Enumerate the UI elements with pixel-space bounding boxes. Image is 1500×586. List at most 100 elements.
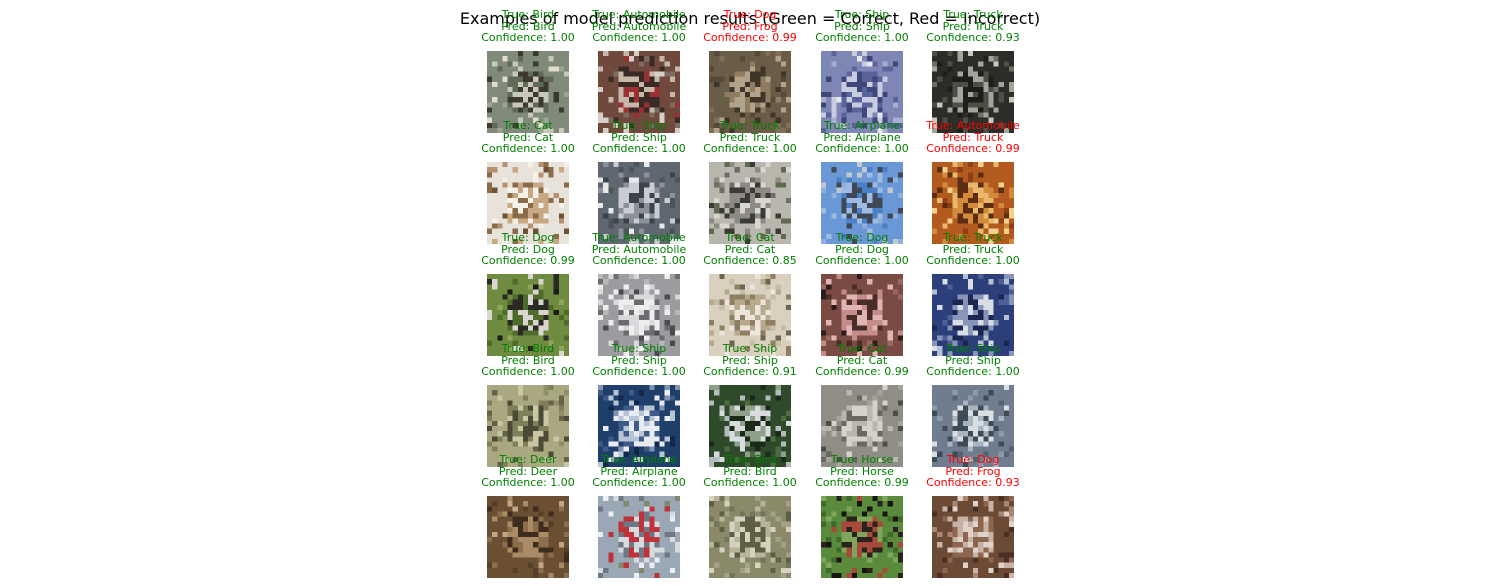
prediction-caption: True: Dog Pred: Dog Confidence: 1.00 <box>781 232 943 267</box>
confidence-label: Confidence: 0.99 <box>703 31 797 44</box>
sitting-cat-photo <box>487 162 569 244</box>
pred-label: Pred: Truck <box>942 130 1004 144</box>
prediction-example: True: Truck Pred: Truck Confidence: 1.00 <box>703 120 797 244</box>
prediction-example: True: Bird Pred: Bird Confidence: 1.00 <box>481 9 575 133</box>
prediction-caption: True: Dog Pred: Frog Confidence: 0.99 <box>669 9 831 44</box>
car-showroom-photo <box>932 162 1014 244</box>
confidence-label: Confidence: 0.93 <box>926 476 1020 489</box>
true-label: True: Deer <box>499 453 557 466</box>
elk-photo <box>487 496 569 578</box>
prediction-caption: True: Cat Pred: Cat Confidence: 0.99 <box>781 343 943 378</box>
true-label: True: Airplane <box>600 453 678 466</box>
confidence-label: Confidence: 1.00 <box>481 31 575 44</box>
prediction-example: True: Ship Pred: Ship Confidence: 0.91 <box>703 343 797 467</box>
pred-label: Pred: Dog <box>835 242 889 256</box>
dump-truck-photo <box>709 162 791 244</box>
cat-face-photo <box>821 385 903 467</box>
confidence-label: Confidence: 1.00 <box>703 142 797 155</box>
prediction-example: True: Ship Pred: Ship Confidence: 1.00 <box>926 343 1020 467</box>
true-label: True: Ship <box>722 342 778 355</box>
prediction-caption: True: Ship Pred: Ship Confidence: 1.00 <box>781 9 943 44</box>
figure-title: Examples of model prediction results (Gr… <box>459 9 1041 28</box>
dark-truck-photo <box>932 51 1014 133</box>
true-label: True: Truck <box>943 231 1003 244</box>
boat-lake-photo <box>932 385 1014 467</box>
pred-label: Pred: Dog <box>501 242 555 256</box>
black-white-dog-photo <box>487 274 569 356</box>
true-label: True: Automobile <box>926 119 1020 132</box>
true-label: True: Automobile <box>592 231 686 244</box>
true-label: True: Cat <box>725 231 775 244</box>
true-label: True: Airplane <box>823 119 901 132</box>
true-label: True: Cat <box>837 342 887 355</box>
prediction-caption: True: Cat Pred: Cat Confidence: 1.00 <box>447 120 609 155</box>
red-car-photo <box>598 51 680 133</box>
pred-label: Pred: Cat <box>502 130 554 144</box>
confidence-label: Confidence: 1.00 <box>481 142 575 155</box>
prediction-example: True: Bird Pred: Bird Confidence: 1.00 <box>481 343 575 467</box>
confidence-label: Confidence: 0.85 <box>703 254 797 267</box>
confidence-label: Confidence: 1.00 <box>481 476 575 489</box>
prediction-example: True: Ship Pred: Ship Confidence: 1.00 <box>815 9 909 133</box>
pred-label: Pred: Cat <box>724 242 776 256</box>
prediction-example: True: Ship Pred: Ship Confidence: 1.00 <box>592 343 686 467</box>
prediction-example: True: Automobile Pred: Automobile Confiden… <box>592 9 686 133</box>
prediction-caption: True: Cat Pred: Cat Confidence: 0.85 <box>669 232 831 267</box>
pred-label: Pred: Bird <box>501 353 555 367</box>
true-label: True: Horse <box>830 453 894 466</box>
true-label: True: Truck <box>943 8 1003 21</box>
dog-face-photo <box>709 51 791 133</box>
prediction-caption: True: Truck Pred: Truck Confidence: 0.93 <box>892 9 1054 44</box>
prediction-example: True: Cat Pred: Cat Confidence: 0.85 <box>703 232 797 356</box>
prediction-example: True: Dog Pred: Frog Confidence: 0.99 <box>703 9 797 133</box>
brown-dog-photo <box>932 496 1014 578</box>
prediction-example: True: Dog Pred: Dog Confidence: 1.00 <box>815 232 909 356</box>
prediction-example: True: Automobile Pred: Truck Confidence: 0… <box>926 120 1020 244</box>
true-label: True: Ship <box>834 8 890 21</box>
pred-label: Pred: Ship <box>722 353 778 367</box>
pred-label: Pred: Cat <box>836 353 888 367</box>
pred-label: Pred: Automobile <box>591 242 687 256</box>
true-label: True: Bird <box>501 342 555 355</box>
pred-label: Pred: Ship <box>834 19 890 33</box>
pred-label: Pred: Truck <box>942 242 1004 256</box>
true-label: True: Dog <box>501 231 555 244</box>
airplane-sky-photo <box>821 162 903 244</box>
sailboat-photo <box>709 385 791 467</box>
prediction-caption: True: Ship Pred: Ship Confidence: 1.00 <box>892 343 1054 378</box>
true-label: True: Ship <box>945 342 1001 355</box>
prediction-example: True: Automobile Pred: Automobile Confiden… <box>592 232 686 356</box>
pred-label: Pred: Bird <box>723 464 777 478</box>
prediction-caption: True: Bird Pred: Bird Confidence: 1.00 <box>447 343 609 378</box>
confidence-label: Confidence: 1.00 <box>592 142 686 155</box>
pred-label: Pred: Bird <box>501 19 555 33</box>
prediction-caption: True: Automobile Pred: Truck Confidence: 0… <box>892 120 1054 155</box>
prediction-caption: True: Airplane Pred: Airplane Confidence: … <box>558 454 720 489</box>
true-label: True: Ship <box>611 119 667 132</box>
prediction-example: True: Cat Pred: Cat Confidence: 1.00 <box>481 120 575 244</box>
prediction-example: True: Truck Pred: Truck Confidence: 1.00 <box>926 232 1020 356</box>
pred-label: Pred: Airplane <box>600 464 678 478</box>
pred-label: Pred: Truck <box>942 19 1004 33</box>
confidence-label: Confidence: 1.00 <box>592 31 686 44</box>
prediction-caption: True: Deer Pred: Deer Confidence: 1.00 <box>447 454 609 489</box>
pred-label: Pred: Ship <box>611 353 667 367</box>
prediction-example: True: Dog Pred: Frog Confidence: 0.93 <box>926 454 1020 578</box>
prediction-caption: True: Dog Pred: Frog Confidence: 0.93 <box>892 454 1054 489</box>
prediction-example: True: Horse Pred: Horse Confidence: 0.99 <box>815 454 909 578</box>
blue-truck-photo <box>932 274 1014 356</box>
owl-photo <box>709 496 791 578</box>
prediction-caption: True: Automobile Pred: Automobile Confiden… <box>558 232 720 267</box>
ship-harbor-photo <box>821 51 903 133</box>
prediction-caption: True: Truck Pred: Truck Confidence: 1.00 <box>669 120 831 155</box>
confidence-label: Confidence: 1.00 <box>481 365 575 378</box>
confidence-label: Confidence: 0.91 <box>703 365 797 378</box>
pred-label: Pred: Deer <box>498 464 558 478</box>
prediction-example: True: Truck Pred: Truck Confidence: 0.93 <box>926 9 1020 133</box>
pred-label: Pred: Airplane <box>823 130 901 144</box>
pred-label: Pred: Frog <box>722 19 778 33</box>
confidence-label: Confidence: 1.00 <box>703 476 797 489</box>
confidence-label: Confidence: 1.00 <box>592 476 686 489</box>
prediction-caption: True: Ship Pred: Ship Confidence: 1.00 <box>558 120 720 155</box>
prediction-caption: True: Bird Pred: Bird Confidence: 1.00 <box>447 9 609 44</box>
